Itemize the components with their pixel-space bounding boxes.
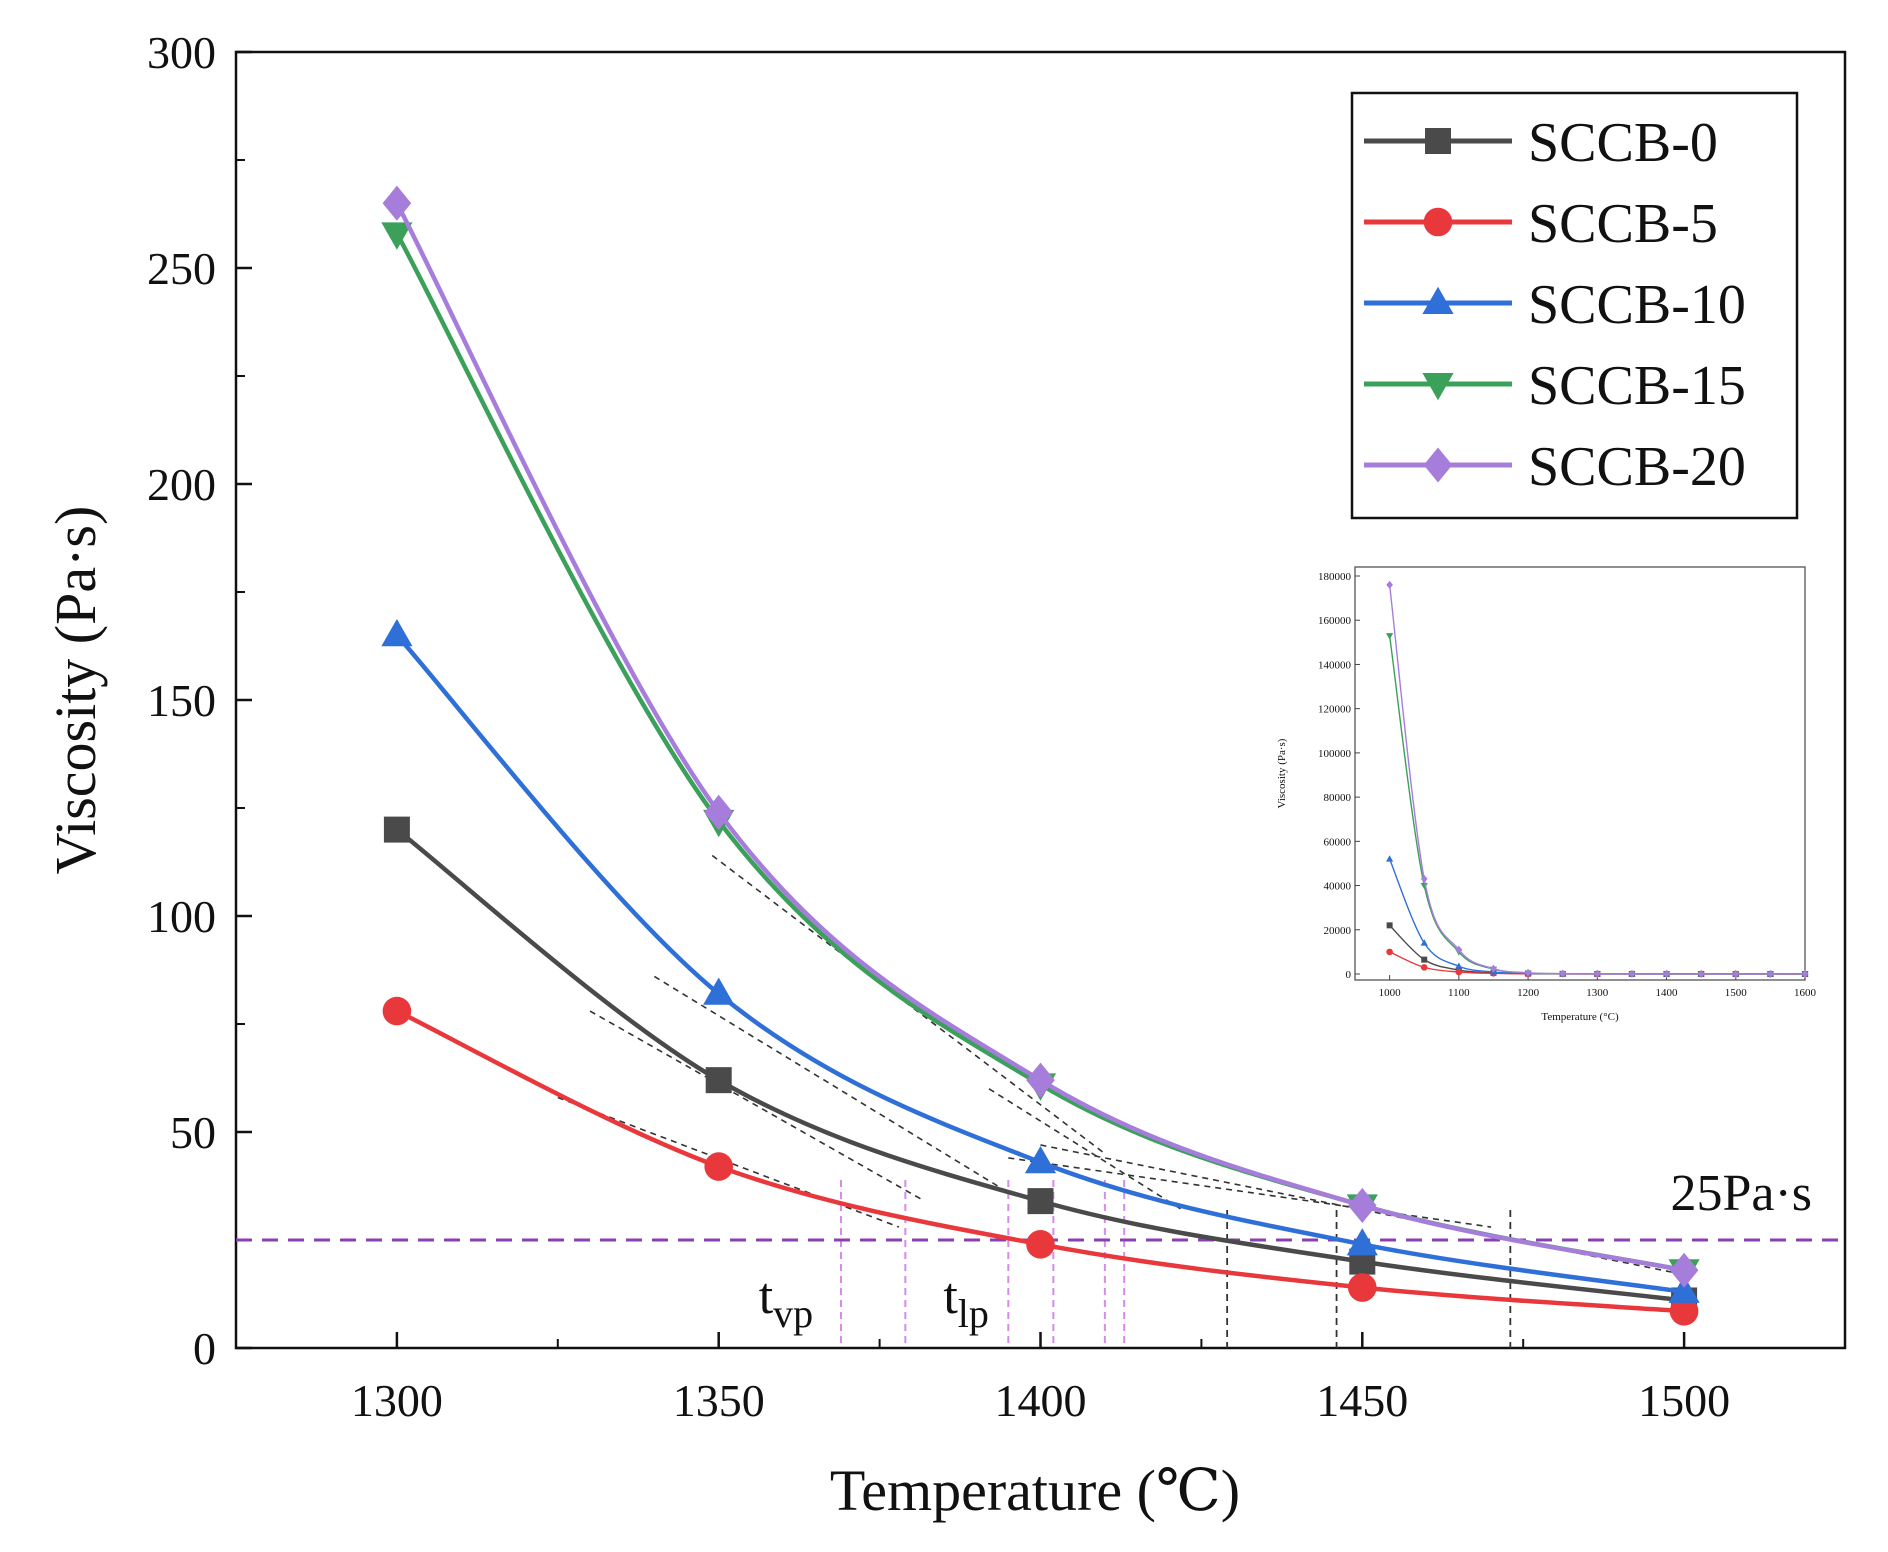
inset-y-tick-label: 180000 [1318,571,1352,583]
tangent-line [557,1096,900,1228]
data-point-sccb-0 [383,816,410,843]
tangent-line [1008,1157,1492,1228]
inset-data-point-sccb-20 [1420,874,1428,883]
legend-label: SCCB-5 [1528,193,1718,255]
data-point-sccb-15 [381,222,413,250]
x-tick-label: 1400 [995,1375,1087,1426]
legend-marker [1422,286,1454,315]
x-tick-label: 1350 [673,1375,765,1426]
inset-data-point-sccb-20 [1628,969,1636,978]
y-tick-label: 50 [170,1107,216,1158]
data-point-sccb-0 [1027,1188,1054,1215]
inset-x-tick-label: 1000 [1379,987,1402,999]
inset-data-point-sccb-20 [1663,969,1670,978]
y-tick-label: 0 [193,1323,216,1374]
inset-y-tick-label: 140000 [1318,659,1352,671]
data-point-sccb-20 [1669,1252,1699,1288]
inset-data-point-sccb-20 [1697,969,1705,978]
x-axis-title: Temperature (℃) [830,1458,1240,1523]
inset-data-point-sccb-5 [1420,964,1428,971]
inset-data-point-sccb-5 [1386,948,1393,956]
x-tick-label: 1450 [1316,1375,1408,1426]
legend-marker [1423,447,1453,483]
series-line-sccb-20 [394,202,1685,1273]
data-point-sccb-5 [382,996,412,1026]
data-point-sccb-5 [1669,1296,1699,1326]
data-point-sccb-5 [1348,1273,1377,1302]
inset-y-axis-title: Viscosity (Pa·s) [1276,738,1288,808]
inset-data-point-sccb-20 [1559,969,1566,978]
inset-data-point-sccb-20 [1524,968,1532,977]
legend-label: SCCB-10 [1528,274,1746,336]
data-point-sccb-20 [382,185,412,221]
data-point-sccb-20 [1026,1062,1055,1098]
inset-y-tick-label: 60000 [1324,836,1352,848]
y-tick-label: 300 [147,27,216,78]
legend-marker [1422,372,1454,401]
inset-y-tick-label: 20000 [1324,925,1352,937]
legend: SCCB-0 SCCB-5 SCCB-10 SCCB-15 SCCB-20 [1350,91,1799,520]
legend-marker [1423,207,1453,237]
inset-frame [1354,566,1806,981]
inset-plot-area: 1000 1100 1200 1300 1400 1500 1600 0 20000 40000 6… [1276,566,1817,1023]
y-axis-title: Viscosity (Pa·s) [43,506,108,875]
data-point-sccb-20 [704,794,733,830]
inset-data-point-sccb-20 [1767,969,1774,979]
inset-data-point-sccb-10 [1386,855,1394,862]
inset-x-axis-title: Temperature (°C) [1541,1011,1619,1023]
inset-y-tick-label: 0 [1346,969,1352,981]
inset-data-point-sccb-0 [1421,956,1428,963]
data-point-sccb-10 [1668,1275,1700,1303]
tangent-line [988,1088,1183,1211]
data-point-sccb-10 [1346,1228,1378,1256]
y-tick-label: 200 [147,459,216,510]
inset-data-point-sccb-20 [1455,945,1463,954]
data-point-sccb-10 [381,618,413,647]
inset-data-point-sccb-0 [1386,922,1393,929]
tangent-line [589,1010,926,1202]
y-tick-label: 100 [147,891,216,942]
inset-data-point-sccb-20 [1594,969,1601,978]
x-tick-label: 1300 [351,1375,443,1426]
inset-x-tick-label: 1200 [1517,987,1540,999]
inset-data-point-sccb-15 [1386,633,1394,640]
data-point-sccb-10 [1024,1145,1057,1174]
legend-marker [1425,128,1451,154]
inset-data-point-sccb-20 [1801,969,1809,979]
inset-data-point-sccb-10 [1455,962,1463,969]
inset-series-line-sccb-20 [1388,584,1806,975]
y-tick-label: 250 [147,243,216,294]
data-point-sccb-20 [1348,1187,1377,1223]
inset-y-tick-label: 40000 [1324,881,1352,893]
inset-y-tick-label: 80000 [1324,792,1352,804]
inset-x-tick-label: 1300 [1586,987,1609,999]
x-tick-label: 1500 [1638,1375,1730,1426]
y-tick-label: 150 [147,675,216,726]
data-point-sccb-0 [705,1067,732,1094]
series-line-sccb-10 [395,633,1685,1295]
inset-x-tick-label: 1100 [1448,987,1470,999]
tangent-line [653,975,1009,1194]
inset-data-point-sccb-5 [1455,968,1463,976]
annotation-tlp: tlp [943,1268,989,1336]
legend-label: SCCB-0 [1528,112,1718,174]
inset-y-tick-label: 100000 [1318,748,1352,760]
inset-x-tick-label: 1500 [1725,987,1748,999]
legend-label: SCCB-15 [1528,355,1746,417]
inset-y-tick-label: 160000 [1318,615,1352,627]
data-point-sccb-5 [704,1152,733,1181]
reference-line-label: 25Pa·s [1670,1165,1812,1222]
inset-data-point-sccb-20 [1732,969,1740,979]
inset-y-tick-label: 120000 [1318,704,1352,716]
legend-label: SCCB-20 [1528,436,1746,498]
inset-data-point-sccb-10 [1420,939,1428,946]
data-point-sccb-5 [1026,1230,1055,1259]
annotation-tvp: tvp [759,1268,813,1336]
inset-data-point-sccb-20 [1386,580,1393,589]
inset-data-point-sccb-20 [1490,964,1497,973]
data-point-sccb-10 [703,977,735,1005]
inset-x-tick-label: 1600 [1794,987,1817,999]
inset-x-tick-label: 1400 [1656,987,1679,999]
